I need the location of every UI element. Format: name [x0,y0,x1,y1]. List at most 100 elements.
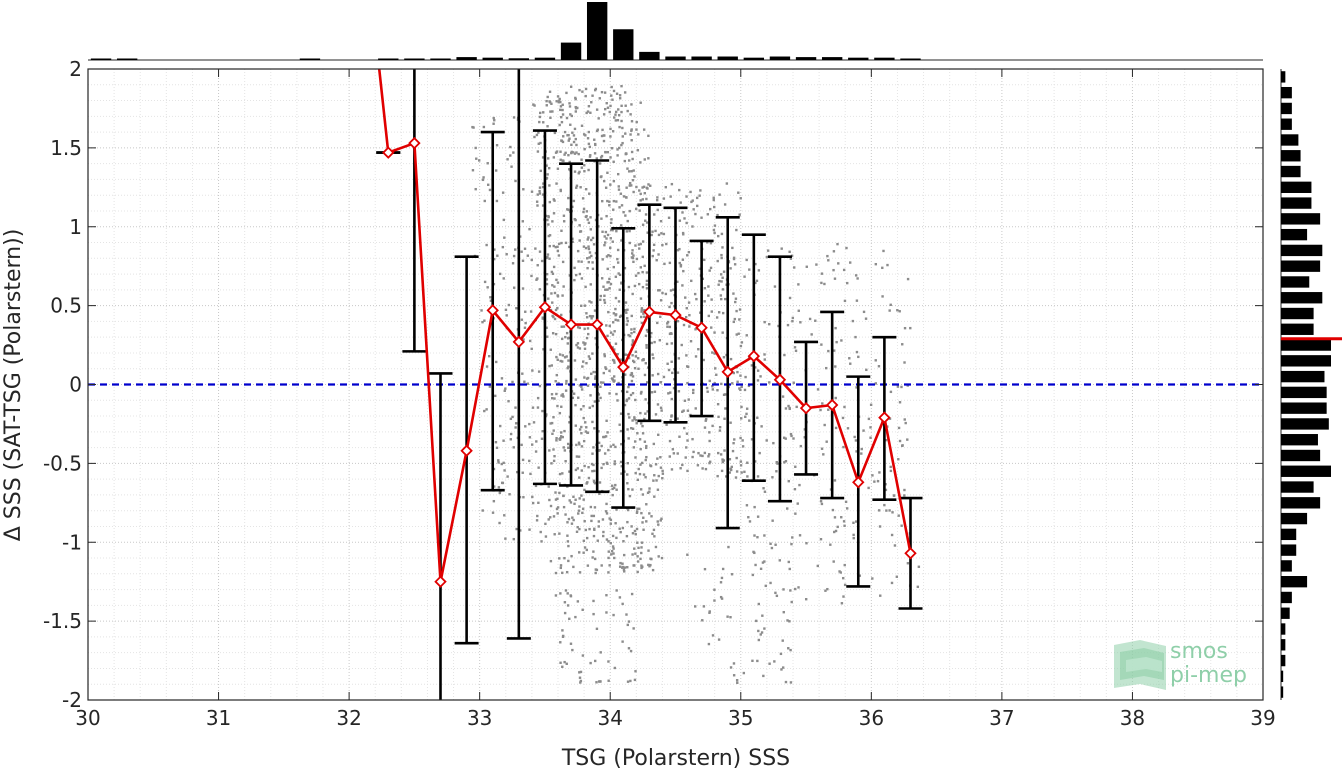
scatter-point [636,555,639,558]
scatter-point [676,371,680,374]
scatter-point [791,536,794,539]
scatter-point [616,399,619,402]
scatter-point [547,518,550,521]
scatter-point [636,541,639,544]
scatter-point [512,446,515,449]
scatter-point [655,479,658,482]
scatter-point [486,162,489,165]
scatter-point [891,511,894,514]
scatter-point [646,330,650,333]
scatter-point [634,274,638,277]
scatter-point [494,394,497,398]
scatter-point [756,379,760,382]
scatter-point [703,287,707,290]
scatter-point [836,525,839,529]
scatter-point [695,297,698,301]
scatter-point [630,103,633,106]
scatter-point [531,501,535,505]
scatter-point [665,242,668,246]
scatter-point [827,408,830,411]
scatter-point [773,285,777,288]
scatter-point [571,131,574,134]
scatter-point [655,198,659,202]
scatter-point [506,475,509,478]
scatter-point [826,254,829,258]
scatter-point [670,397,673,401]
scatter-point [651,230,654,233]
scatter-point [541,204,545,207]
scatter-point [854,335,857,339]
scatter-point [579,408,583,411]
scatter-point [649,563,652,567]
scatter-point [603,107,607,111]
scatter-point [756,369,760,372]
scatter-point [691,199,694,202]
scatter-point [494,169,498,172]
scatter-point [521,259,525,262]
scatter-point [721,458,724,461]
scatter-point [699,454,702,457]
scatter-point [668,305,671,309]
scatter-point [558,437,561,441]
scatter-point [653,213,656,216]
scatter-point [590,519,593,523]
scatter-point [522,496,525,499]
scatter-point [751,573,755,577]
right-histogram-bar [1281,260,1321,272]
scatter-point [505,314,508,317]
scatter-point [609,518,613,522]
scatter-point [668,455,671,458]
scatter-point [587,332,590,336]
scatter-point [529,310,533,313]
scatter-point [832,268,835,272]
right-histogram-bar [1281,576,1308,588]
scatter-point [630,371,633,375]
scatter-point [573,217,576,221]
scatter-point [630,129,633,132]
scatter-point [551,314,554,318]
scatter-point [585,426,588,429]
scatter-point [547,297,550,300]
scatter-point [474,146,477,150]
scatter-point [692,208,695,211]
scatter-point [506,158,509,161]
scatter-point [559,641,562,644]
scatter-point [528,528,531,531]
scatter-point [729,616,732,619]
scatter-point [585,361,588,365]
scatter-point [793,487,797,491]
scatter-point [759,375,762,378]
scatter-point [789,432,793,436]
scatter-point [509,154,512,157]
scatter-point [603,243,606,247]
scatter-point [539,141,542,145]
scatter-point [607,310,610,314]
scatter-point [633,678,637,682]
scatter-point [782,588,785,591]
right-histogram-bar [1281,686,1284,698]
scatter-point [549,504,553,508]
scatter-point [481,509,484,512]
scatter-point [491,511,495,514]
scatter-point [706,390,709,393]
scatter-point [552,212,556,215]
scatter-point [631,354,634,357]
scatter-point [574,107,578,110]
scatter-point [633,366,637,370]
y-tick-label: -1.5 [43,609,82,633]
scatter-point [611,130,615,133]
scatter-point [480,309,483,312]
scatter-point [573,266,576,270]
scatter-point [642,128,646,131]
scatter-point [704,418,708,421]
scatter-point [723,297,727,301]
scatter-point [488,354,491,358]
scatter-point [588,406,591,409]
scatter-point [608,324,611,328]
scatter-point [581,365,584,368]
scatter-point [625,196,628,199]
scatter-point [530,190,534,193]
scatter-point [567,544,570,548]
scatter-point [841,416,845,420]
scatter-point [701,467,704,470]
